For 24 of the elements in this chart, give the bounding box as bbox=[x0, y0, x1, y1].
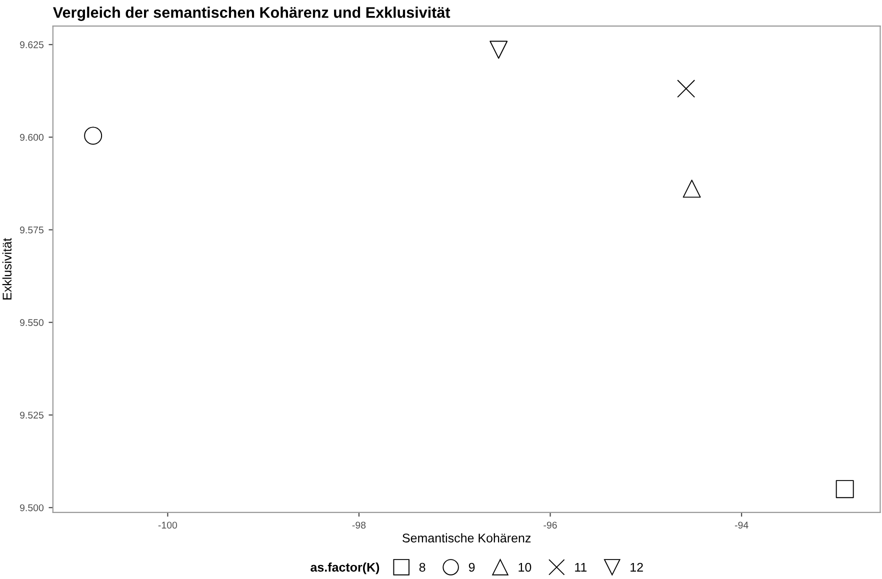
x-tick-label: -94 bbox=[734, 522, 748, 529]
y-tick-label: 9.600 bbox=[20, 134, 44, 141]
y-axis-title: Exklusivität bbox=[2, 238, 12, 300]
x-tick-label: -100 bbox=[158, 522, 178, 529]
point bbox=[490, 40, 508, 59]
x-tick-label: -98 bbox=[352, 522, 366, 529]
x-axis-title: Semantische Kohärenz bbox=[402, 533, 531, 542]
y-tick-label: 9.550 bbox=[20, 319, 44, 326]
point bbox=[84, 126, 102, 145]
y-tick-label: 9.500 bbox=[20, 504, 44, 512]
legend-label: 11 bbox=[575, 562, 587, 572]
point bbox=[836, 480, 854, 498]
y-tick-label: 9.575 bbox=[20, 226, 44, 234]
point bbox=[677, 80, 696, 98]
y-tick-label: 9.625 bbox=[20, 41, 44, 48]
legend-label: 12 bbox=[630, 562, 643, 572]
legend-label: 9 bbox=[468, 562, 475, 572]
x-tick-label: -96 bbox=[544, 522, 557, 529]
legend-label: 10 bbox=[518, 562, 532, 572]
point bbox=[682, 180, 701, 198]
y-tick-label: 9.525 bbox=[20, 412, 44, 419]
chart-title: Vergleich der semantischen Kohärenz und Exklusivität bbox=[53, 6, 450, 21]
legend-label: 8 bbox=[419, 562, 426, 572]
legend-title: as.factor(K) bbox=[310, 562, 380, 574]
